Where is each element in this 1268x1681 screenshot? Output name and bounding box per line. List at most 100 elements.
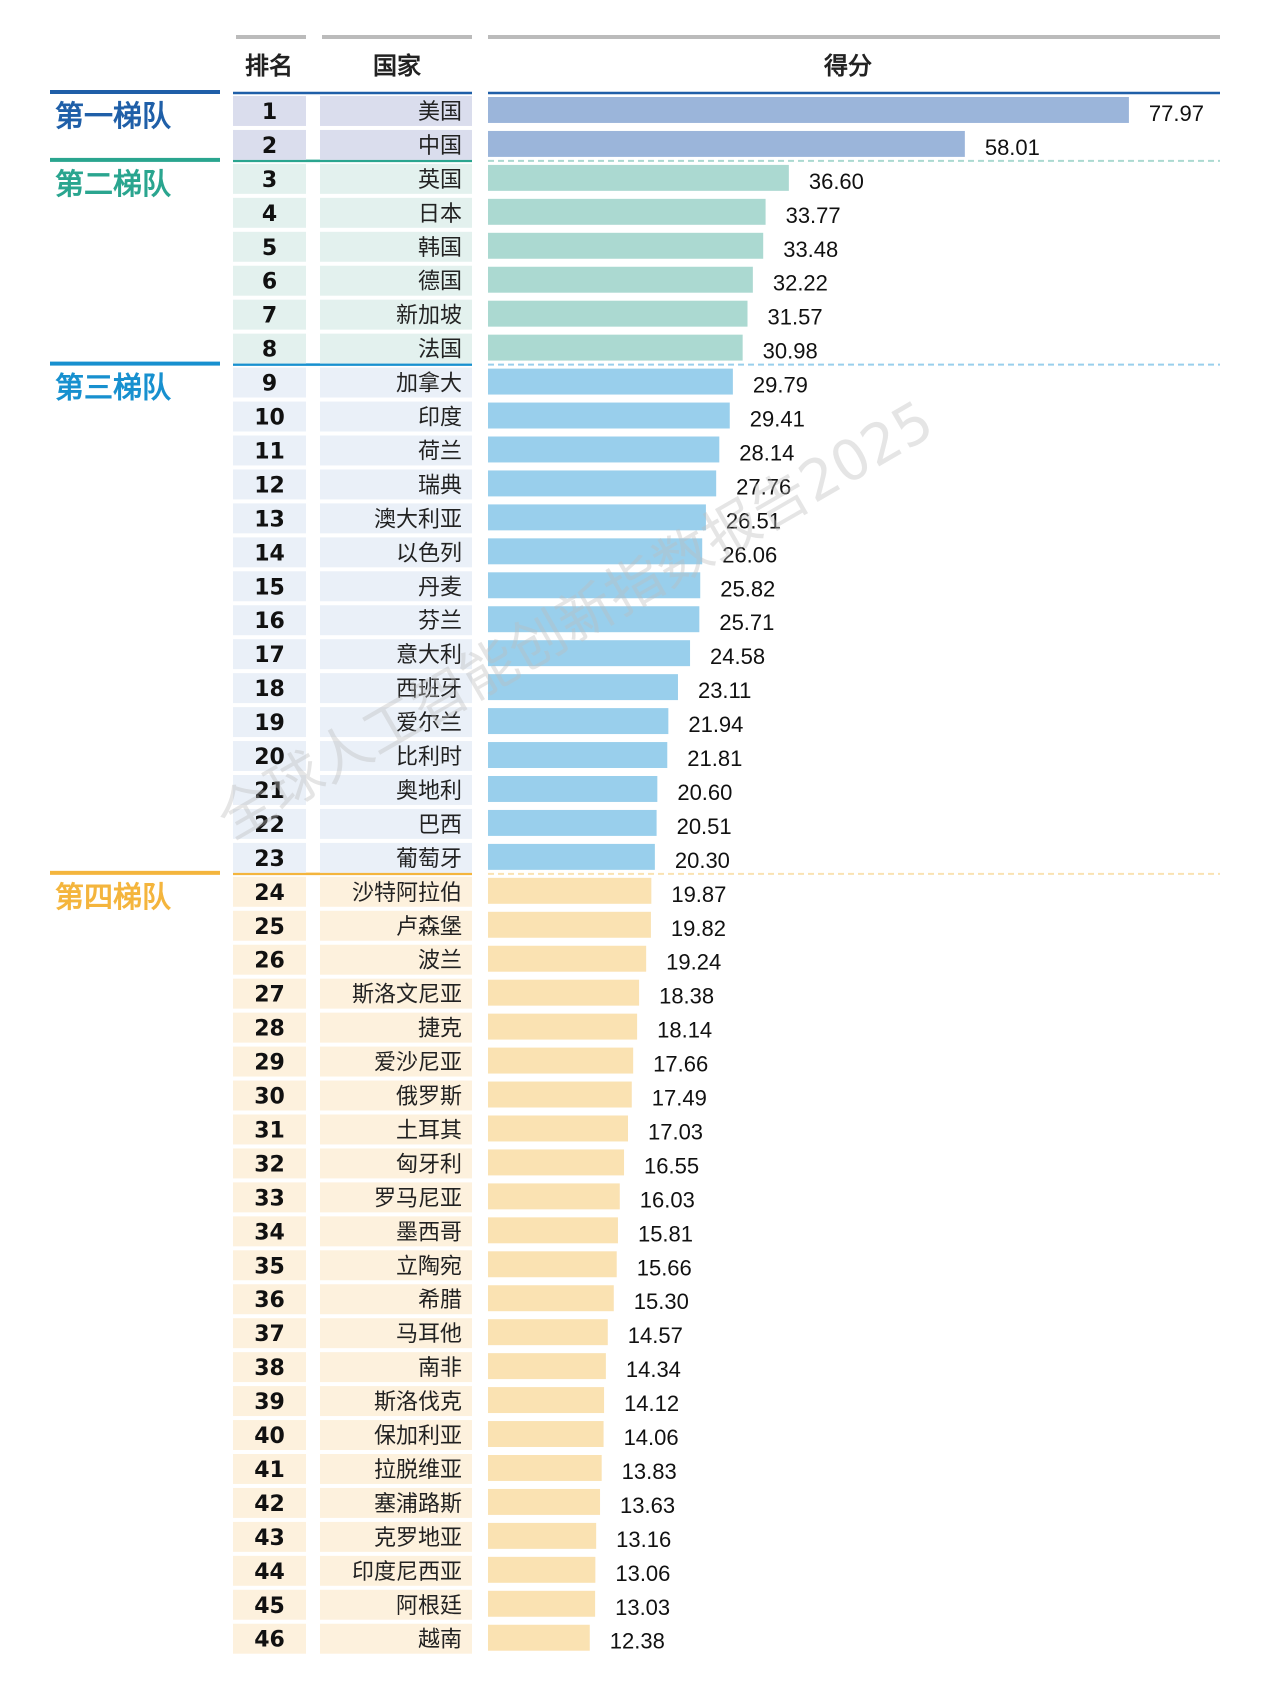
score-value-label: 33.77 — [786, 203, 841, 228]
score-bar — [488, 334, 743, 361]
rank-cell — [233, 910, 306, 941]
score-bar — [488, 1149, 625, 1176]
tier-rule — [50, 361, 220, 366]
rank-header: 排名 — [245, 52, 293, 80]
country-cell — [320, 435, 472, 466]
score-value-label: 15.81 — [638, 1221, 693, 1246]
rank-cell — [233, 944, 306, 975]
country-cell — [320, 333, 472, 364]
country-label: 罗马尼亚 — [374, 1186, 462, 1211]
country-label: 马耳他 — [396, 1322, 462, 1347]
country-cell — [320, 1487, 472, 1518]
rank-label: 31 — [254, 1118, 285, 1143]
country-cell — [320, 741, 472, 771]
country-label: 立陶宛 — [396, 1254, 462, 1279]
rank-label: 3 — [262, 168, 277, 193]
rank-cell — [233, 503, 306, 534]
rank-label: 37 — [254, 1322, 285, 1347]
score-bar — [488, 1590, 596, 1617]
rank-cell — [233, 741, 306, 771]
rank-cell — [233, 1012, 306, 1043]
rank-header-rule — [236, 35, 306, 39]
rank-label: 27 — [254, 983, 285, 1008]
country-label: 德国 — [418, 270, 462, 295]
country-header: 国家 — [373, 52, 421, 80]
score-value-label: 21.81 — [687, 746, 742, 771]
country-cell — [320, 469, 472, 500]
score-bar — [488, 1081, 632, 1108]
rank-cell — [233, 1454, 306, 1484]
rank-label: 24 — [254, 881, 285, 906]
rank-cell — [233, 1589, 306, 1620]
rank-label: 14 — [254, 541, 285, 566]
score-value-label: 21.94 — [688, 712, 743, 737]
score-bar — [488, 1319, 608, 1346]
country-cell — [320, 537, 472, 568]
score-bar — [488, 945, 647, 972]
country-label: 日本 — [418, 202, 462, 227]
rank-cell — [233, 367, 306, 398]
score-bar — [488, 538, 703, 565]
score-value-label: 33.48 — [783, 237, 838, 262]
score-bar — [488, 742, 668, 768]
rank-label: 21 — [254, 779, 285, 804]
rank-cell — [233, 1521, 306, 1552]
rank-cell — [233, 537, 306, 568]
rank-cell — [233, 1420, 306, 1450]
country-header-rule — [322, 35, 472, 39]
country-cell — [320, 1284, 472, 1315]
country-cell — [320, 1182, 472, 1213]
score-bar — [488, 809, 657, 836]
score-bar — [488, 198, 766, 225]
score-bar — [488, 1624, 590, 1651]
country-label: 墨西哥 — [396, 1220, 462, 1245]
country-label: 保加利亚 — [374, 1424, 462, 1449]
rank-cell — [233, 1555, 306, 1586]
score-bar — [488, 368, 733, 395]
country-cell — [320, 1012, 472, 1043]
tier-label: 第三梯队 — [55, 371, 172, 405]
rank-label: 17 — [254, 643, 285, 668]
country-cell — [320, 605, 472, 636]
score-bar — [488, 97, 1129, 123]
score-bar — [488, 436, 720, 463]
score-value-label: 14.57 — [628, 1323, 683, 1348]
rank-label: 25 — [254, 915, 285, 940]
score-value-label: 26.51 — [726, 508, 781, 533]
country-cell — [320, 1386, 472, 1417]
score-header-rule — [488, 35, 1220, 39]
rank-cell — [233, 333, 306, 364]
country-label: 拉脱维亚 — [374, 1458, 462, 1483]
score-value-label: 15.30 — [634, 1289, 689, 1314]
country-label: 南非 — [418, 1356, 462, 1381]
rank-cell — [233, 639, 306, 670]
score-value-label: 19.87 — [671, 882, 726, 907]
score-bar — [488, 1285, 614, 1312]
country-cell — [320, 265, 472, 296]
score-value-label: 13.83 — [622, 1459, 677, 1484]
score-value-label: 26.06 — [722, 542, 777, 567]
score-header: 得分 — [823, 52, 872, 80]
score-value-label: 16.55 — [644, 1153, 699, 1178]
rank-cell — [233, 1250, 306, 1281]
tier-label: 第四梯队 — [55, 880, 172, 914]
score-value-label: 13.06 — [615, 1561, 670, 1586]
country-cell — [320, 163, 472, 194]
country-label: 印度 — [418, 406, 462, 431]
rank-label: 30 — [254, 1085, 285, 1110]
score-value-label: 14.34 — [626, 1357, 681, 1382]
rank-label: 35 — [254, 1254, 285, 1279]
score-value-label: 28.14 — [739, 440, 794, 465]
country-label: 巴西 — [418, 813, 462, 838]
score-value-label: 14.06 — [624, 1425, 679, 1450]
rank-cell — [233, 299, 306, 330]
rank-cell — [233, 1216, 306, 1247]
score-bar — [488, 877, 652, 904]
country-label: 沙特阿拉伯 — [352, 881, 462, 906]
score-bar — [488, 1183, 620, 1210]
country-label: 爱沙尼亚 — [374, 1051, 462, 1076]
rank-cell — [233, 1487, 306, 1518]
country-cell — [320, 1148, 472, 1179]
rank-cell — [233, 571, 306, 602]
score-bar — [488, 674, 678, 701]
